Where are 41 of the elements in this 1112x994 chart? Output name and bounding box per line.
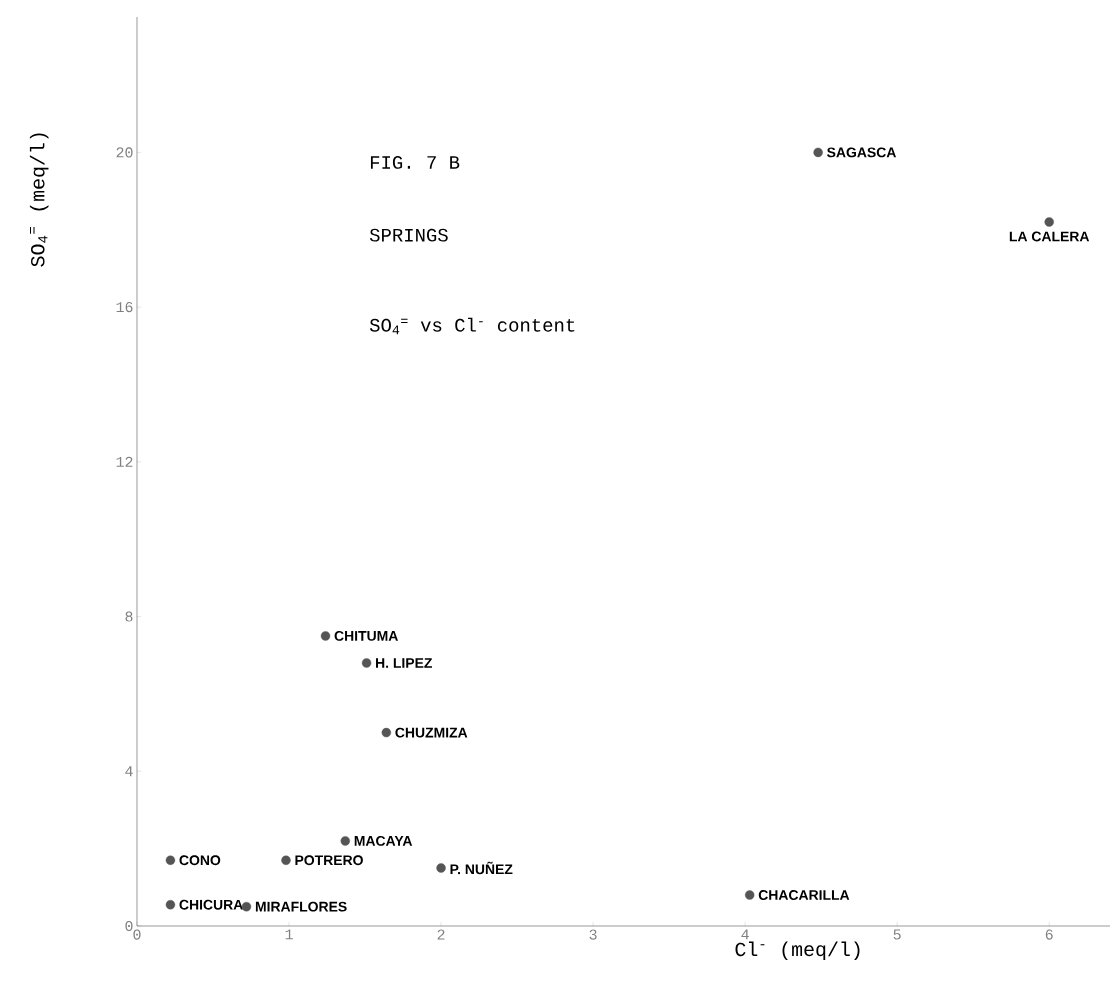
x-tick-label: 3	[589, 929, 597, 940]
point	[1044, 217, 1054, 227]
point	[165, 855, 176, 865]
annotation: SO$_{4}$$^{=}$ vs Cl$^{-}$ content	[369, 317, 575, 335]
y-tick-label: 12	[116, 456, 133, 467]
annotation: CHACARILLA	[758, 890, 850, 900]
x-tick-label: 6	[1045, 929, 1053, 940]
x-tick-label: 0	[133, 929, 141, 940]
annotation: SAGASCA	[827, 147, 896, 158]
y-tick-label: 4	[125, 766, 133, 777]
annotation: CHITUMA	[334, 630, 398, 641]
annotation: POTRERO	[295, 855, 363, 866]
point	[436, 863, 446, 873]
point	[165, 900, 176, 910]
annotation: CONO	[179, 855, 221, 866]
annotation: MIRAFLORES	[255, 901, 347, 912]
x-tick-label: 1	[285, 929, 293, 940]
point	[320, 631, 331, 641]
point	[381, 727, 392, 738]
point	[813, 147, 823, 158]
y-tick-label: 8	[125, 611, 133, 622]
annotation: H. LIPEZ	[376, 658, 433, 668]
text: Cl$^{-}$ (meq/l)	[735, 941, 860, 961]
x-tick-label: 5	[893, 929, 901, 940]
y-tick-label: 0	[125, 920, 133, 932]
text: SPRINGS	[369, 228, 448, 242]
y-axis-title: SO$_{4}$$^{=}$ (meq/l)	[29, 133, 49, 267]
annotation: MACAYA	[354, 835, 413, 846]
annotation: CHICURA	[179, 899, 243, 910]
x-tick-label: 4	[741, 929, 749, 940]
annotation: LA CALERA	[1009, 231, 1090, 242]
point	[281, 855, 291, 865]
point	[361, 658, 372, 668]
point	[744, 890, 755, 900]
annotation: CHUZMIZA	[395, 727, 468, 738]
y-tick-label: 20	[116, 147, 133, 158]
text: FIG. 7 B	[370, 156, 460, 169]
annotation: P. NUÑEZ	[450, 861, 513, 875]
y-tick-label: 16	[116, 302, 133, 313]
point	[340, 836, 350, 846]
x-tick-label: 2	[437, 929, 445, 940]
